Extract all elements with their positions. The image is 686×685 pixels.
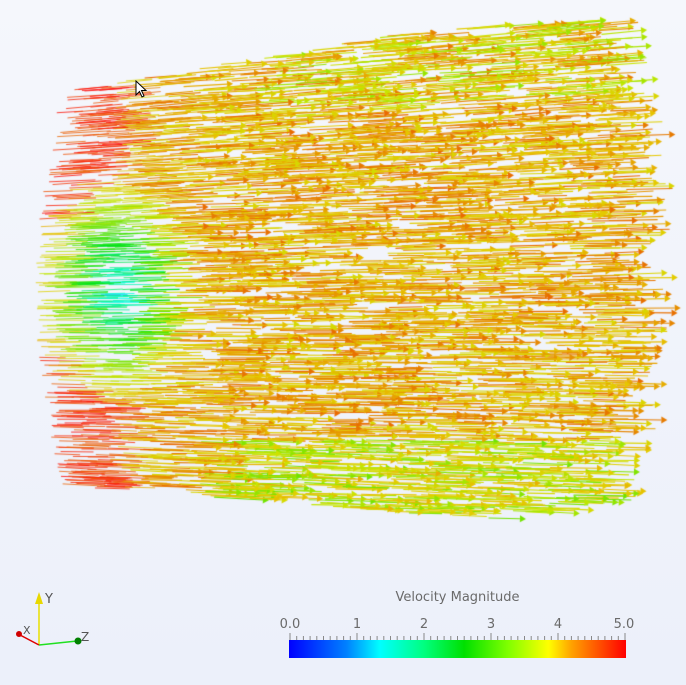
colorbar-title: Velocity Magnitude <box>395 590 520 605</box>
x-axis-line <box>19 634 40 646</box>
orientation-axes: Y X Z <box>16 592 89 646</box>
colorbar-label: 0.0 <box>279 617 301 632</box>
vector-field-render-view[interactable] <box>0 0 686 580</box>
z-axis-label: Z <box>81 630 89 644</box>
colorbar-label: 1 <box>352 617 362 632</box>
mouse-cursor-icon <box>135 80 148 98</box>
z-axis-arrow-icon <box>74 637 82 645</box>
x-axis-label: X <box>23 624 31 637</box>
z-axis-line <box>38 640 78 646</box>
colorbar <box>289 640 626 658</box>
colorbar-label: 2 <box>419 617 429 632</box>
colorbar-label: 5.0 <box>613 617 635 632</box>
y-axis-label: Y <box>44 592 53 607</box>
y-axis-arrow-icon <box>35 592 43 604</box>
x-axis-arrow-icon <box>16 631 22 637</box>
colorbar-label: 4 <box>553 617 563 632</box>
colorbar-label: 3 <box>486 617 496 632</box>
